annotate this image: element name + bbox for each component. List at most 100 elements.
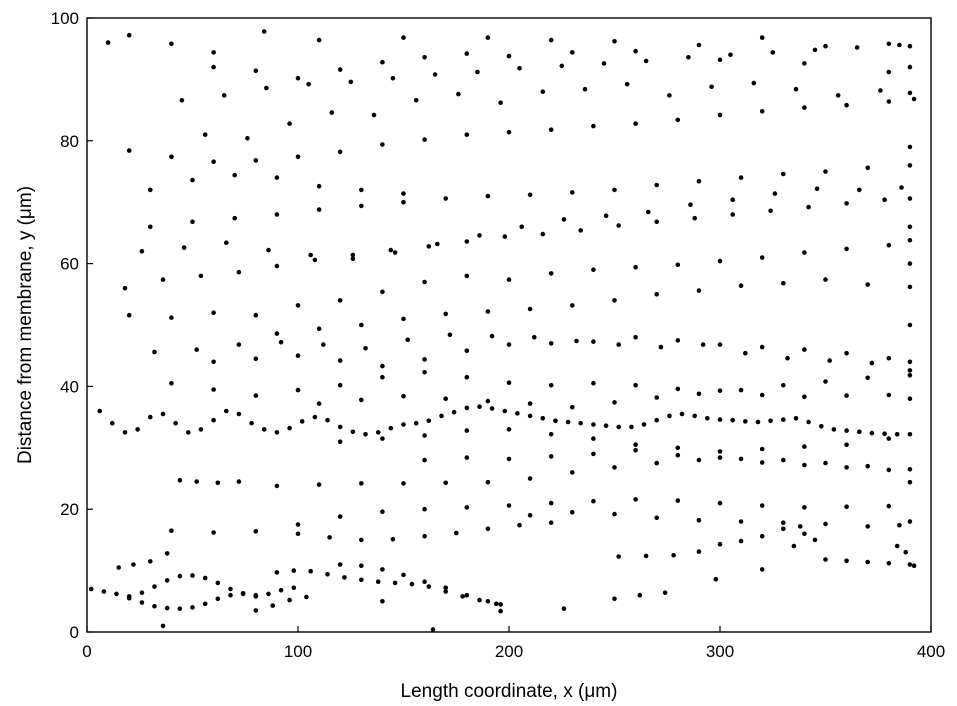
y-tick-label: 60 (60, 255, 79, 274)
data-point (105, 40, 111, 45)
data-point (819, 424, 824, 429)
data-point (728, 52, 733, 58)
data-point (654, 292, 659, 297)
data-point (485, 309, 491, 314)
data-point (164, 578, 170, 583)
data-point (464, 374, 470, 380)
data-point (148, 224, 153, 230)
data-point (236, 411, 242, 417)
data-point (675, 445, 681, 451)
data-point (177, 606, 183, 611)
data-point (759, 392, 765, 398)
data-point (287, 121, 292, 126)
data-point (823, 169, 828, 174)
data-point (662, 590, 668, 595)
data-point (886, 560, 892, 566)
data-point (591, 267, 596, 273)
data-point (797, 524, 803, 529)
data-point (802, 61, 807, 66)
data-point (802, 394, 807, 400)
data-point (316, 183, 322, 189)
data-point (559, 63, 565, 69)
data-point (202, 601, 208, 607)
data-point (401, 316, 406, 322)
data-point (717, 57, 723, 63)
data-point (325, 417, 330, 423)
data-point (785, 355, 790, 361)
data-point (654, 460, 659, 466)
data-point (409, 581, 415, 587)
data-point (686, 55, 691, 60)
data-point (329, 110, 335, 115)
data-point (865, 282, 870, 287)
data-point (675, 262, 681, 268)
data-point (886, 242, 892, 248)
data-point (886, 99, 892, 104)
data-point (295, 75, 301, 81)
data-point (570, 303, 575, 308)
data-point (865, 524, 870, 529)
data-point (169, 528, 174, 533)
data-point (359, 563, 364, 568)
data-point (527, 476, 533, 481)
data-point (894, 432, 900, 437)
data-point (211, 159, 216, 164)
data-point (667, 93, 672, 98)
data-point (422, 457, 427, 463)
data-point (759, 35, 765, 40)
data-point (823, 43, 828, 49)
data-point (882, 431, 887, 437)
data-point (616, 223, 621, 228)
data-point (679, 411, 685, 417)
data-point (337, 67, 343, 72)
data-point (126, 148, 132, 153)
data-point (540, 89, 546, 94)
data-point (359, 481, 364, 486)
data-point (221, 93, 227, 98)
data-point (253, 393, 259, 398)
data-point (190, 219, 195, 225)
data-point (464, 132, 470, 137)
data-point (477, 404, 482, 410)
data-point (232, 172, 237, 178)
data-point (350, 256, 356, 262)
data-point (591, 339, 596, 344)
data-point (755, 419, 761, 425)
data-point (612, 511, 617, 517)
data-point (337, 149, 343, 155)
data-point (633, 48, 638, 54)
data-point (802, 462, 807, 468)
data-point (392, 580, 398, 586)
data-point (781, 457, 786, 463)
data-point (506, 53, 512, 59)
data-point (907, 284, 913, 290)
data-point (464, 505, 470, 510)
data-point (591, 436, 596, 441)
data-point (823, 379, 828, 384)
data-point (907, 144, 913, 150)
data-point (295, 387, 301, 393)
data-point (781, 526, 786, 532)
data-point (337, 424, 343, 430)
data-point (295, 522, 301, 527)
data-point (122, 285, 128, 291)
data-point (907, 196, 913, 201)
data-point (907, 467, 913, 472)
data-point (232, 215, 237, 221)
data-point (759, 460, 765, 465)
data-point (886, 392, 892, 398)
data-point (489, 333, 495, 339)
data-point (886, 503, 892, 509)
data-point (907, 43, 913, 49)
data-point (616, 424, 621, 430)
data-point (126, 312, 132, 318)
data-point (316, 37, 322, 43)
data-point (612, 465, 617, 470)
data-point (717, 449, 723, 454)
data-point (548, 341, 554, 346)
data-point (793, 86, 799, 92)
data-point (675, 498, 681, 503)
data-point (907, 359, 913, 365)
data-point (371, 112, 377, 118)
data-point (823, 277, 828, 282)
